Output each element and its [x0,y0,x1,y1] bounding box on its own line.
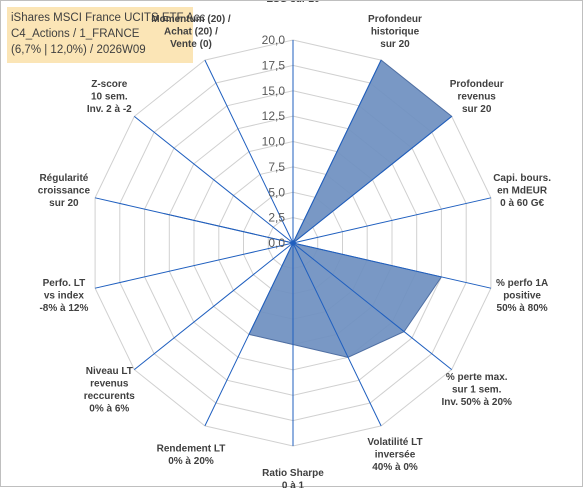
axis-label: Inv. 50% à 20% [441,397,512,408]
axis-label: croissance [38,186,91,197]
tick-label: 2,5 [268,211,285,225]
axis-label: % perte max. [446,372,508,383]
axis-label: Rendement LT [157,444,226,455]
axis-label: positive [503,290,541,301]
axis-label: Perfo. LT [43,278,86,289]
axis-label: ESG sur 20 [266,1,320,5]
tick-label: 15,0 [262,84,286,98]
axis-label: Régularité [39,173,88,184]
axis-label: 0% à 6% [89,403,129,414]
axis-label: 10 sem. [91,92,128,103]
tick-label: 20,0 [262,33,286,47]
axis-label: Vente (0) [170,39,212,50]
tick-label: 17,5 [262,58,286,72]
axis-label: sur 1 sem. [452,385,502,396]
axis-label: Profondeur [450,79,504,90]
tick-label: 12,5 [262,109,286,123]
tick-label: 5,0 [268,185,285,199]
axis-label: revenus [90,378,129,389]
axis-label: revenus [458,92,497,103]
series-area [164,60,451,357]
axis-label: Ratio Sharpe [262,468,324,479]
axis-label: Volatilité LT [367,437,422,448]
tick-label: 10,0 [262,135,286,149]
axis-label: historique [371,26,420,37]
axis-label: inversée [375,450,416,461]
axis-label: 50% à 80% [497,303,548,314]
axis-label: 40% à 0% [372,462,418,473]
axis-label: sur 20 [462,104,492,115]
axis-label: Z-score [91,79,128,90]
axis-label: Inv. 2 à -2 [87,104,132,115]
axis-label: % perfo 1A [496,278,548,289]
tick-label: 0,0 [268,236,285,250]
axis-label: en MdEUR [497,186,548,197]
axis-label: vs index [44,290,84,301]
axis-label: 0 à 60 G€ [500,198,544,209]
axis-label: 0% à 20% [168,456,214,467]
axis-label: Achat (20) / [164,26,218,37]
axis-label: Momentum (20) / [151,14,231,25]
axis-label: Capi. bours. [493,173,551,184]
axis-label: reccurents [84,391,136,402]
axis-label: -8% à 12% [39,303,88,314]
tick-label: 7,5 [268,160,285,174]
axis-label: Niveau LT [86,366,133,377]
axis-label: sur 20 [49,198,79,209]
axis-label: Profondeur [368,14,422,25]
axis-label: sur 20 [380,39,410,50]
